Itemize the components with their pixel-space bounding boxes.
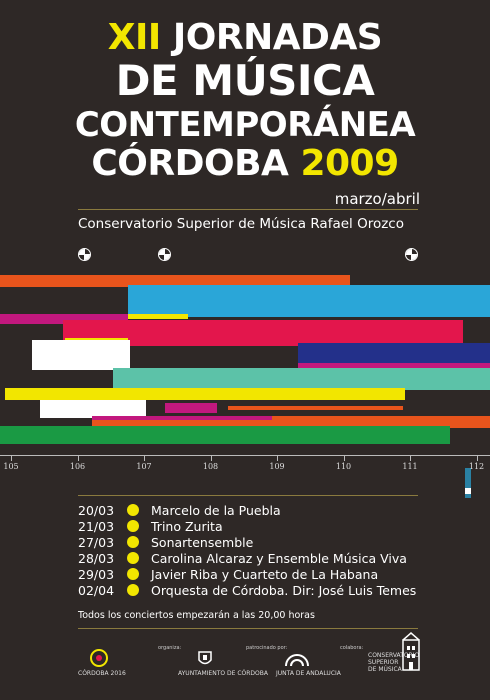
bullet-icon [127,552,139,564]
axis-tick [77,455,79,461]
schedule-note: Todos los conciertos empezarán a las 20,… [78,610,315,621]
registration-mark-icon [158,248,171,261]
concert-date: 20/03 [78,503,115,518]
label-organiza: organiza: [158,645,182,651]
concert-date: 27/03 [78,535,115,550]
concert-name: Sonartensemble [151,535,254,550]
junta-andalucia-logo-icon [284,650,310,672]
axis-tick-label: 105 [3,462,19,471]
concert-date: 29/03 [78,567,115,582]
bullet-icon [127,504,139,516]
concert-date: 21/03 [78,519,115,534]
label-colabora: colabora: [340,645,364,651]
axis-tick-label: 106 [69,462,86,471]
axis-tick-label: 112 [468,462,485,471]
axis-tick [144,455,145,461]
title-line-4: CÓRDOBA 2009 [0,146,490,182]
axis-tick [210,455,212,461]
concert-name: Javier Riba y Cuarteto de La Habana [151,567,379,582]
bullet-icon [127,568,139,580]
concert-date: 02/04 [78,583,115,598]
conservatorio-building-icon [400,632,422,676]
cordoba-2016-logo-icon [84,648,114,674]
divider-top [78,209,418,210]
axis-tick-label: 111 [402,462,418,471]
edition-number: XII [107,17,162,58]
registration-mark-icon [78,248,91,261]
title-jornadas: JORNADAS [160,17,383,58]
subtitle-dates: marzo/abril [334,190,420,208]
title-city: CÓRDOBA [91,143,301,184]
axis-tick [410,455,411,461]
venue-text: Conservatorio Superior de Música Rafael … [78,216,404,232]
title-line-3: CONTEMPORÁNEA [74,105,416,145]
logo-cordoba-text: CÓRDOBA 2016 [78,670,126,677]
axis-tick-label: 108 [202,462,219,471]
concert-name: Carolina Alcaraz y Ensemble Música Viva [151,551,407,566]
side-logo-icon [464,468,472,498]
logo-junta-text: JUNTA DE ANDALUCIA [276,670,341,677]
ayuntamiento-crest-icon [196,650,214,672]
axis-tick-label: 109 [269,462,285,471]
divider-middle [78,495,418,496]
concert-name: Marcelo de la Puebla [151,503,281,518]
title-line-1: XII JORNADAS [0,20,490,56]
bullet-icon [127,536,139,548]
axis-tick-label: 110 [335,462,352,471]
axis-tick [343,455,345,461]
bullet-icon [127,520,139,532]
axis-tick-label: 107 [136,462,152,471]
logo-conservatorio-text: CONSERVATORIO SUPERIOR DE MÚSICA [368,652,420,674]
axis-tick [11,455,12,461]
axis-tick [476,455,478,461]
title-year: 2009 [300,143,399,184]
axis-tick [277,455,278,461]
title-line-2: DE MÚSICA [115,56,375,105]
registration-mark-icon [405,248,418,261]
divider-bottom [78,628,418,629]
bullet-icon [127,584,139,596]
timeline-axis [0,455,490,456]
concert-name: Trino Zurita [151,519,223,534]
concert-date: 28/03 [78,551,115,566]
label-patrocinado: patrocinado por: [246,645,288,651]
concert-name: Orquesta de Córdoba. Dir: José Luis Teme… [151,583,417,598]
logo-ayuntamiento-text: AYUNTAMIENTO DE CÓRDOBA [178,670,268,677]
